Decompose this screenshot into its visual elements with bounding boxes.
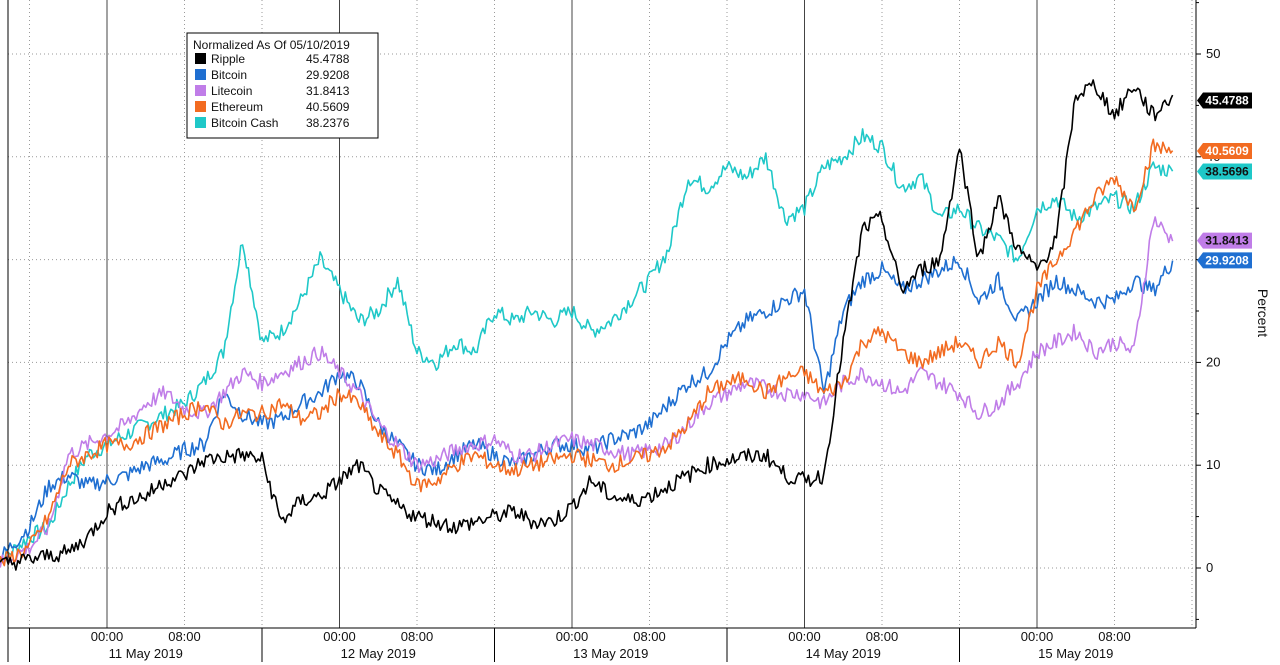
y-tick-label: 50 [1206, 46, 1220, 61]
x-time-label: 08:00 [168, 629, 201, 644]
legend-series-name: Bitcoin [211, 68, 247, 82]
x-time-label: 00:00 [91, 629, 124, 644]
legend-item: Bitcoin Cash 38.2376 [195, 116, 350, 130]
svg-text:38.5696: 38.5696 [1205, 165, 1249, 179]
legend-swatch [195, 101, 206, 112]
svg-text:45.4788: 45.4788 [1205, 93, 1249, 107]
legend-item: Bitcoin 29.9208 [195, 68, 350, 82]
legend-swatch [195, 69, 206, 80]
legend-series-value: 38.2376 [306, 116, 350, 130]
value-tag-litecoin: 31.8413 [1197, 232, 1252, 249]
legend-series-value: 29.9208 [306, 68, 350, 82]
legend-series-name: Ripple [211, 52, 245, 66]
legend-series-value: 40.5609 [306, 100, 350, 114]
y-tick-label: 0 [1206, 560, 1213, 575]
x-date-label: 14 May 2019 [806, 646, 881, 661]
legend-item: Ethereum 40.5609 [195, 100, 350, 114]
x-time-label: 00:00 [323, 629, 356, 644]
svg-text:31.8413: 31.8413 [1205, 234, 1249, 248]
x-time-label: 08:00 [1098, 629, 1131, 644]
x-date-label: 11 May 2019 [109, 646, 183, 661]
legend-swatch [195, 53, 206, 64]
legend: Normalized As Of 05/10/2019 Ripple 45.478… [186, 32, 379, 139]
series-line-ethereum [0, 138, 1174, 567]
x-date-label: 13 May 2019 [573, 646, 648, 661]
y-tick-label: 10 [1206, 457, 1220, 472]
x-time-label: 08:00 [866, 629, 899, 644]
value-tags: 45.4788 40.5609 38.5696 31.8413 29.9208 [1197, 92, 1252, 269]
x-time-label: 00:00 [1021, 629, 1054, 644]
x-date-label: 12 May 2019 [341, 646, 416, 661]
value-tag-bitcoin: 29.9208 [1197, 252, 1252, 269]
legend-series-value: 31.8413 [306, 84, 350, 98]
legend-swatch [195, 85, 206, 96]
legend-swatch [195, 117, 206, 128]
value-tag-bitcoin-cash: 38.5696 [1197, 163, 1252, 180]
legend-title: Normalized As Of 05/10/2019 [193, 38, 350, 52]
series-line-ripple [0, 79, 1174, 571]
series-line-bitcoin [0, 255, 1174, 565]
series-line-litecoin [0, 216, 1174, 568]
x-date-label: 15 May 2019 [1038, 646, 1113, 661]
series-line-bitcoin-cash [0, 128, 1174, 565]
value-tag-ethereum: 40.5609 [1197, 143, 1252, 160]
legend-item: Ripple 45.4788 [195, 52, 350, 66]
svg-text:40.5609: 40.5609 [1205, 144, 1249, 158]
value-tag-ripple: 45.4788 [1197, 92, 1252, 109]
y-tick-label: 20 [1206, 354, 1220, 369]
x-time-label: 00:00 [788, 629, 821, 644]
y-axis-label: Percent [1255, 289, 1271, 337]
series-layer [0, 79, 1174, 571]
legend-series-value: 45.4788 [306, 52, 350, 66]
x-time-label: 08:00 [401, 629, 434, 644]
x-time-label: 00:00 [556, 629, 589, 644]
legend-series-name: Bitcoin Cash [211, 116, 278, 130]
legend-item: Litecoin 31.8413 [195, 84, 350, 98]
legend-series-name: Ethereum [211, 100, 263, 114]
svg-text:29.9208: 29.9208 [1205, 253, 1249, 267]
legend-series-name: Litecoin [211, 84, 252, 98]
x-time-label: 08:00 [633, 629, 666, 644]
